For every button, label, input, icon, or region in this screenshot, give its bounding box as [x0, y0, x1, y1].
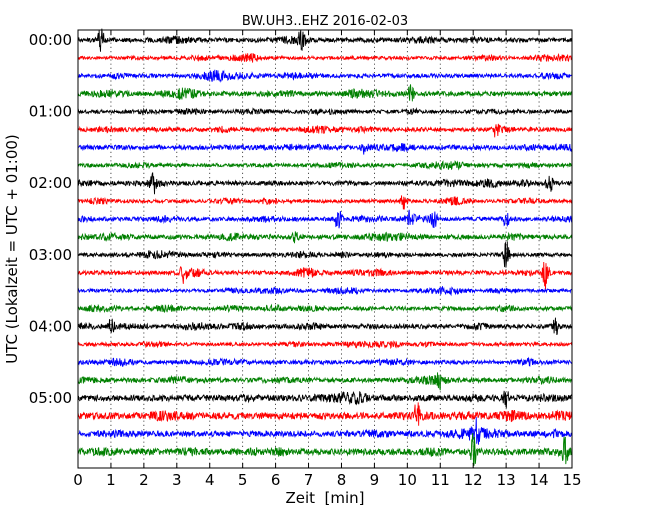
x-tick-label: 7 — [304, 471, 314, 489]
seismic-trace — [77, 402, 573, 426]
seismic-trace — [77, 303, 573, 314]
y-tick-label: 05:00 — [29, 389, 72, 407]
seismic-trace — [77, 69, 572, 83]
seismic-trace — [77, 209, 573, 229]
x-tick-label: 4 — [205, 471, 215, 489]
x-tick-label: 9 — [370, 471, 380, 489]
x-tick-label: 2 — [139, 471, 149, 489]
seismic-trace — [77, 107, 573, 117]
seismic-trace — [77, 84, 573, 102]
x-tick-label: 8 — [337, 471, 347, 489]
y-axis-label: UTC (Lokalzeit = UTC + 01:00) — [3, 134, 21, 364]
x-tick-label: 3 — [172, 471, 182, 489]
x-tick-label: 0 — [73, 471, 83, 489]
seismic-trace — [77, 390, 573, 409]
y-tick-label: 03:00 — [29, 246, 72, 264]
seismic-traces — [77, 28, 573, 466]
seismic-trace — [77, 417, 573, 445]
y-tick-label: 02:00 — [29, 174, 72, 192]
seismic-trace — [77, 340, 573, 350]
chart-title: BW.UH3..EHZ 2016-02-03 — [242, 14, 408, 29]
vertical-gridlines — [110, 30, 540, 468]
x-axis-ticks: 0 1 2 3 4 5 6 7 8 9 10 11 12 13 14 15 — [73, 30, 582, 489]
y-tick-label: 01:00 — [29, 103, 72, 121]
seismic-trace — [77, 28, 573, 52]
seismic-trace — [77, 372, 572, 391]
y-tick-label: 04:00 — [29, 317, 72, 335]
seismic-trace — [77, 286, 572, 297]
plot-frame — [77, 29, 573, 469]
seismic-trace — [77, 231, 573, 244]
seismic-trace — [77, 53, 573, 63]
x-tick-label: 5 — [238, 471, 248, 489]
seismic-trace — [77, 262, 572, 290]
seismic-trace — [77, 123, 573, 138]
seismic-trace — [77, 317, 573, 336]
x-tick-label: 12 — [464, 471, 483, 489]
x-tick-label: 15 — [562, 471, 581, 489]
y-tick-label: 00:00 — [29, 31, 72, 49]
seismic-trace — [77, 172, 572, 195]
seismic-trace — [77, 142, 573, 155]
seismic-trace — [77, 195, 573, 210]
seismic-trace — [77, 433, 573, 466]
y-axis-ticks: 00:00 01:00 02:00 03:00 04:00 05:00 — [29, 31, 572, 407]
seismic-trace — [77, 356, 573, 367]
x-tick-label: 14 — [530, 471, 549, 489]
seismic-trace — [77, 241, 573, 268]
x-tick-label: 13 — [497, 471, 516, 489]
x-tick-label: 6 — [271, 471, 281, 489]
x-tick-label: 10 — [398, 471, 417, 489]
x-axis-label: Zeit [min] — [285, 489, 364, 507]
x-tick-label: 1 — [106, 471, 116, 489]
seismic-trace — [77, 160, 572, 171]
x-tick-label: 11 — [431, 471, 450, 489]
